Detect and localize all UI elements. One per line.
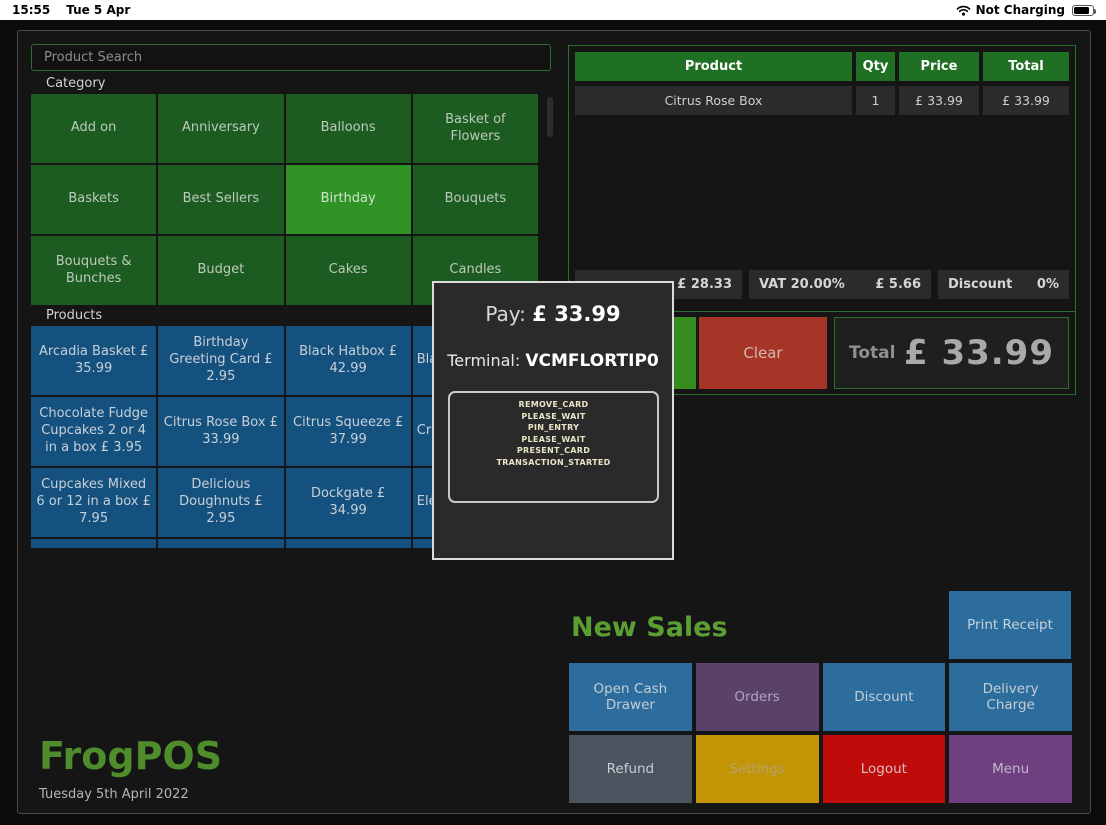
subtotal-value: £ 28.33 xyxy=(677,277,732,292)
product-button[interactable]: Chocolate Fudge Cupcakes 2 or 4 in a box… xyxy=(31,397,157,466)
status-time: 15:55 xyxy=(12,3,51,17)
category-scrollbar[interactable] xyxy=(547,97,553,137)
cart-table: Product Qty Price Total Citrus Rose Box … xyxy=(575,52,1069,115)
open-cash-drawer-button[interactable]: Open Cash Drawer xyxy=(569,663,692,731)
discount-value: 0% xyxy=(1036,277,1059,292)
discount-cell: Discount 0% xyxy=(938,270,1069,299)
vat-cell: VAT 20.00% £ 5.66 xyxy=(749,270,931,299)
cart-row-total: £ 33.99 xyxy=(983,86,1069,115)
terminal-log-entry: PLEASE_WAIT xyxy=(521,411,586,421)
wifi-icon xyxy=(956,5,971,16)
status-date: Tue 5 Apr xyxy=(66,3,131,17)
orders-button[interactable]: Orders xyxy=(695,663,819,731)
logout-button[interactable]: Logout xyxy=(822,735,946,803)
pay-label: Pay: xyxy=(485,302,526,326)
discount-label: Discount xyxy=(948,277,1013,292)
cart-row-price: £ 33.99 xyxy=(899,86,979,115)
settings-button[interactable]: Settings xyxy=(695,735,819,803)
terminal-log-entry: REMOVE_CARD xyxy=(518,400,589,409)
cart-row-product[interactable]: Citrus Rose Box xyxy=(575,86,852,115)
battery-status-label: Not Charging xyxy=(975,3,1065,17)
cart-action-row: Clear Total £ 33.99 xyxy=(575,317,1069,389)
new-sales-heading: New Sales xyxy=(571,612,728,643)
refund-button[interactable]: Refund xyxy=(569,735,692,803)
product-button[interactable]: Dockgate £ 34.99 xyxy=(285,468,411,537)
terminal-label: Terminal: xyxy=(447,351,521,370)
terminal-log-box: REMOVE_CARD PLEASE_WAIT PIN_ENTRY PLEASE… xyxy=(448,391,659,503)
brand-logo: FrogPOS xyxy=(39,734,223,778)
product-button[interactable]: Arcadia Basket £ 35.99 xyxy=(31,326,157,395)
total-box: Total £ 33.99 xyxy=(834,317,1069,389)
modal-terminal-line: Terminal: VCMFLORTIP0 xyxy=(434,351,672,371)
cart-summary-row: £ 28.33 VAT 20.00% £ 5.66 Discount 0% xyxy=(575,270,1069,299)
battery-icon xyxy=(1072,4,1096,16)
product-button[interactable]: Citrus Squeeze £ 37.99 xyxy=(285,397,411,466)
delivery-charge-button[interactable]: Delivery Charge xyxy=(949,663,1072,731)
product-button[interactable]: Delicious Doughnuts £ 2.95 xyxy=(158,468,284,537)
category-button[interactable]: Balloons xyxy=(285,94,411,163)
cart-header-product: Product xyxy=(575,52,852,81)
product-button-partial[interactable] xyxy=(158,539,284,548)
category-button[interactable]: Cakes xyxy=(285,236,411,305)
category-button[interactable]: Best Sellers xyxy=(158,165,284,234)
vat-value: £ 5.66 xyxy=(875,277,921,292)
category-button[interactable]: Basket of Flowers xyxy=(412,94,538,163)
footer-date: Tuesday 5th April 2022 xyxy=(39,787,189,802)
vat-label: VAT 20.00% xyxy=(759,277,845,292)
product-button-partial[interactable] xyxy=(31,539,157,548)
cart-panel: Product Qty Price Total Citrus Rose Box … xyxy=(568,45,1076,395)
category-grid: Add on Anniversary Balloons Basket of Fl… xyxy=(31,94,538,305)
cart-row-qty[interactable]: 1 xyxy=(856,86,895,115)
print-receipt-button[interactable]: Print Receipt xyxy=(949,591,1071,659)
cart-header-price: Price xyxy=(899,52,979,81)
payment-modal: Pay: £ 33.99 Terminal: VCMFLORTIP0 REMOV… xyxy=(432,281,674,560)
category-button[interactable]: Bouquets & Bunches xyxy=(31,236,157,305)
terminal-id: VCMFLORTIP0 xyxy=(525,351,659,371)
total-value: £ 33.99 xyxy=(903,333,1054,373)
category-button[interactable]: Add on xyxy=(31,94,157,163)
terminal-log-entry: TRANSACTION_STARTED xyxy=(496,457,611,467)
terminal-log-entry: PRESENT_CARD xyxy=(516,446,591,455)
category-button[interactable]: Anniversary xyxy=(158,94,284,163)
action-button-grid: Open Cash Drawer Orders Discount Deliver… xyxy=(569,663,1072,803)
total-label: Total xyxy=(849,343,896,363)
category-button[interactable]: Baskets xyxy=(31,165,157,234)
product-button[interactable]: Birthday Greeting Card £ 2.95 xyxy=(158,326,284,395)
cart-header-total: Total xyxy=(983,52,1069,81)
status-bar: 15:55 Tue 5 Apr Not Charging xyxy=(0,0,1106,20)
modal-pay-line: Pay: £ 33.99 xyxy=(434,302,672,326)
cart-header-qty: Qty xyxy=(856,52,895,81)
terminal-log-entry: PIN_ENTRY xyxy=(527,423,580,432)
cart-separator xyxy=(569,311,1075,312)
category-section-label: Category xyxy=(46,76,106,91)
terminal-log-entry: PLEASE_WAIT xyxy=(521,434,586,444)
category-button[interactable]: Budget xyxy=(158,236,284,305)
product-button[interactable]: Black Hatbox £ 42.99 xyxy=(285,326,411,395)
products-section-label: Products xyxy=(46,308,103,323)
menu-button[interactable]: Menu xyxy=(949,735,1072,803)
category-button[interactable]: Bouquets xyxy=(412,165,538,234)
product-button[interactable]: Cupcakes Mixed 6 or 12 in a box £ 7.95 xyxy=(31,468,157,537)
clear-button[interactable]: Clear xyxy=(699,317,827,389)
pay-amount: £ 33.99 xyxy=(532,302,621,326)
search-input[interactable] xyxy=(31,44,551,71)
discount-button[interactable]: Discount xyxy=(822,663,946,731)
product-button-partial[interactable] xyxy=(285,539,411,548)
category-button-selected[interactable]: Birthday xyxy=(285,165,411,234)
product-button[interactable]: Citrus Rose Box £ 33.99 xyxy=(158,397,284,466)
